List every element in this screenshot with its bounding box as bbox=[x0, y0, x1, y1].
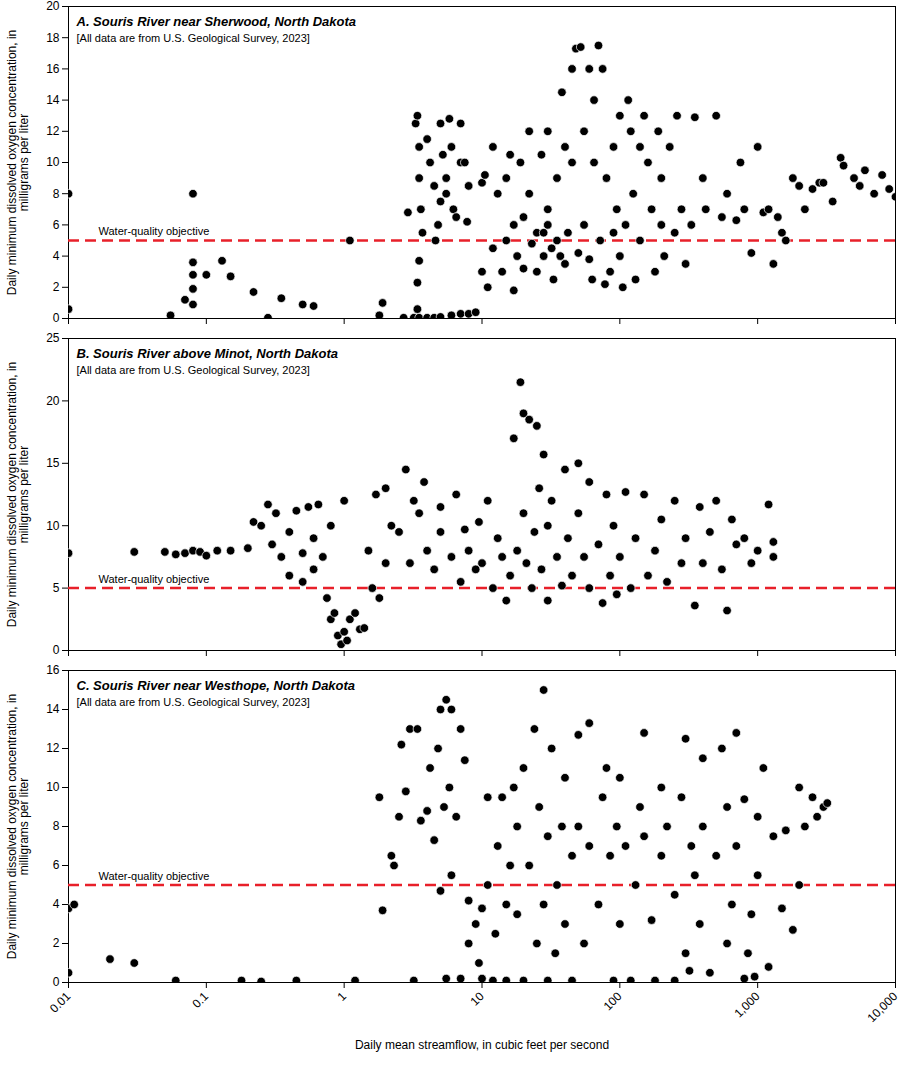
svg-text:12: 12 bbox=[46, 741, 60, 755]
svg-text:15: 15 bbox=[46, 456, 60, 470]
svg-text:Daily minimum dissolved oxygen: Daily minimum dissolved oxygen concentra… bbox=[5, 694, 31, 959]
svg-text:8: 8 bbox=[53, 819, 60, 833]
svg-text:C. Souris River near Westhope,: C. Souris River near Westhope, North Dak… bbox=[77, 678, 356, 693]
svg-text:10: 10 bbox=[467, 989, 487, 1009]
svg-text:12: 12 bbox=[46, 124, 60, 138]
svg-text:10: 10 bbox=[46, 155, 60, 169]
svg-text:0: 0 bbox=[53, 975, 60, 989]
svg-text:Water-quality objective: Water-quality objective bbox=[99, 225, 210, 237]
svg-text:6: 6 bbox=[53, 858, 60, 872]
svg-text:25: 25 bbox=[46, 332, 60, 345]
svg-text:18: 18 bbox=[46, 31, 60, 45]
svg-text:16: 16 bbox=[46, 62, 60, 76]
svg-text:Water-quality objective: Water-quality objective bbox=[99, 573, 210, 585]
svg-text:0: 0 bbox=[53, 643, 60, 657]
svg-text:B. Souris River above Minot, N: B. Souris River above Minot, North Dakot… bbox=[77, 346, 339, 361]
svg-text:Daily minimum dissolved oxygen: Daily minimum dissolved oxygen concentra… bbox=[5, 30, 31, 295]
svg-text:14: 14 bbox=[46, 93, 60, 107]
svg-text:1,000: 1,000 bbox=[731, 989, 762, 1020]
svg-text:0: 0 bbox=[53, 311, 60, 325]
svg-text:10: 10 bbox=[46, 519, 60, 533]
svg-text:A. Souris River near Sherwood,: A. Souris River near Sherwood, North Dak… bbox=[76, 14, 357, 29]
svg-text:[All data are from U.S. Geolog: [All data are from U.S. Geological Surve… bbox=[77, 696, 310, 708]
svg-text:14: 14 bbox=[46, 702, 60, 716]
svg-text:Daily mean streamflow, in cubi: Daily mean streamflow, in cubic feet per… bbox=[355, 1038, 609, 1052]
svg-text:20: 20 bbox=[46, 394, 60, 408]
svg-text:1: 1 bbox=[334, 989, 349, 1004]
svg-text:Water-quality objective: Water-quality objective bbox=[99, 870, 210, 882]
svg-text:100: 100 bbox=[601, 989, 625, 1013]
svg-text:20: 20 bbox=[46, 0, 60, 13]
svg-text:5: 5 bbox=[53, 581, 60, 595]
svg-text:0.1: 0.1 bbox=[189, 989, 211, 1011]
svg-text:[All data are from U.S. Geolog: [All data are from U.S. Geological Surve… bbox=[77, 364, 310, 376]
svg-text:Daily minimum dissolved oxygen: Daily minimum dissolved oxygen concentra… bbox=[5, 362, 31, 627]
svg-text:16: 16 bbox=[46, 664, 60, 677]
svg-text:6: 6 bbox=[53, 218, 60, 232]
svg-text:[All data are from U.S. Geolog: [All data are from U.S. Geological Surve… bbox=[77, 32, 310, 44]
svg-text:4: 4 bbox=[53, 897, 60, 911]
svg-text:2: 2 bbox=[53, 936, 60, 950]
svg-text:2: 2 bbox=[53, 280, 60, 294]
svg-text:8: 8 bbox=[53, 187, 60, 201]
svg-text:4: 4 bbox=[53, 249, 60, 263]
svg-text:10: 10 bbox=[46, 780, 60, 794]
svg-text:0.01: 0.01 bbox=[47, 989, 74, 1016]
svg-text:10,000: 10,000 bbox=[864, 989, 900, 1025]
